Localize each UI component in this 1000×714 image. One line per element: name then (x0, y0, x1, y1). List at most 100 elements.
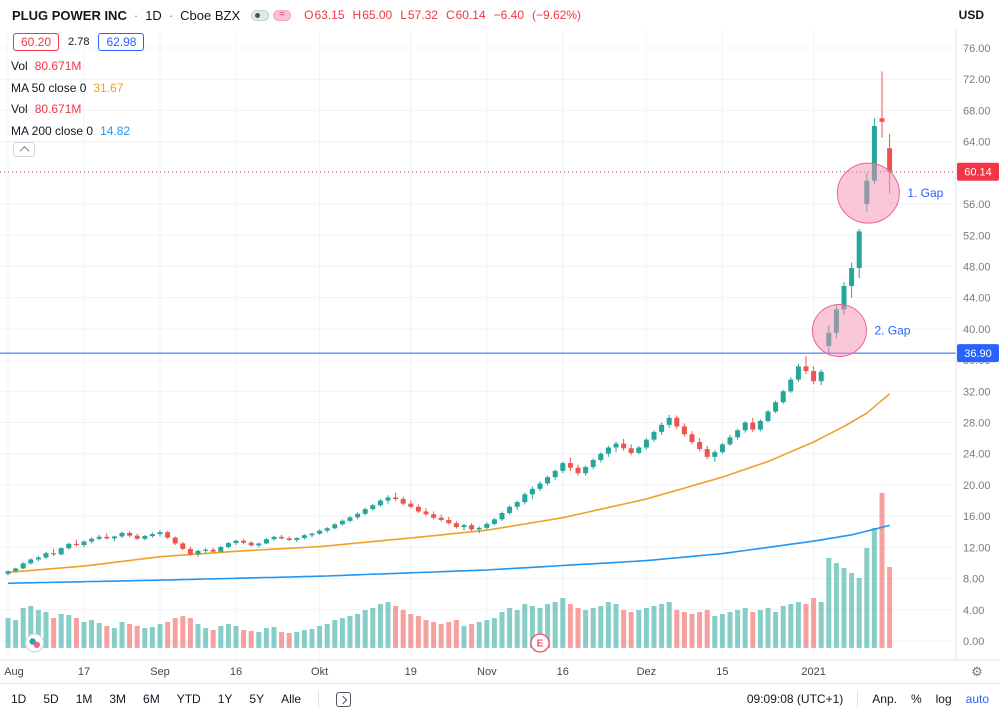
earnings-marker[interactable] (530, 633, 550, 653)
logo-marker[interactable] (24, 633, 45, 653)
x-axis-label: 17 (78, 666, 90, 678)
y-axis-label: 28.00 (963, 418, 991, 430)
x-axis-label: Nov (477, 666, 497, 678)
gap-label[interactable]: 1. Gap (907, 186, 943, 200)
y-axis-label: 44.00 (963, 293, 991, 305)
spread-value: 2.78 (68, 36, 90, 48)
y-axis-label: 4.00 (963, 605, 984, 617)
x-axis-label: 15 (716, 666, 728, 678)
separator: · (168, 7, 174, 23)
chart-header: PLUG POWER INC · 1D · Cboe BZX ≈ O 63.15 … (0, 0, 1000, 30)
legend-label: MA 50 close 0 (11, 80, 87, 95)
last-price-tag (957, 162, 999, 181)
ohlc-values: O 63.15 H 65.00 L 57.32 C 60.14 −6.40 (−9.62… (304, 8, 581, 22)
change-value: −6.40 (493, 8, 525, 22)
legend-row-volume-2[interactable]: Vol 80.671M (11, 99, 130, 121)
y-axis-label: 64.00 (963, 137, 991, 149)
x-axis-label: 2021 (801, 666, 825, 678)
y-axis-label: 24.00 (963, 449, 991, 461)
range-6m[interactable]: 6M (143, 692, 160, 706)
gap-ellipse[interactable] (836, 162, 900, 224)
range-1m[interactable]: 1M (75, 692, 93, 706)
range-5y[interactable]: 5Y (249, 692, 265, 706)
ma-50-line (7, 393, 891, 574)
percent-button[interactable]: % (910, 692, 922, 706)
separator: · (133, 7, 139, 23)
gear-icon[interactable]: ⚙ (971, 664, 983, 679)
legend-row-ma50[interactable]: MA 50 close 0 31.67 (11, 78, 130, 100)
indicator-chip-teal[interactable] (251, 9, 270, 21)
time-range-group: 1D 5D 1M 3M 6M YTD 1Y 5Y Alle (11, 690, 352, 708)
range-ytd[interactable]: YTD (176, 692, 201, 706)
bid-price[interactable]: 60.20 (13, 33, 60, 51)
y-axis-label: 72.00 (963, 74, 991, 86)
range-3m[interactable]: 3M (109, 692, 127, 706)
auto-button[interactable]: auto (965, 692, 989, 706)
dot-icon (255, 12, 261, 18)
open-value: 63.15 (314, 8, 345, 22)
range-alle[interactable]: Alle (281, 692, 302, 706)
open-label: O (304, 8, 314, 22)
low-label: L (400, 8, 407, 22)
gap-ellipse[interactable] (811, 303, 867, 357)
axis-settings-group: 09:09:08 (UTC+1) Anp. % log auto (746, 690, 989, 708)
wave-icon: ≈ (279, 9, 285, 20)
legend-value: 31.67 (93, 80, 124, 95)
ma-200-line (7, 524, 890, 585)
change-percent: (−9.62%) (532, 8, 582, 22)
legend-value: 80.671M (34, 59, 82, 73)
go-to-date-icon[interactable] (336, 691, 352, 707)
divider (857, 690, 859, 708)
y-axis-label: 68.00 (963, 105, 991, 117)
close-label: C (445, 8, 455, 22)
legend-row-volume-1[interactable]: Vol 80.671M (11, 56, 130, 78)
adjust-button[interactable]: Anp. (872, 692, 897, 706)
gridlines (0, 30, 956, 660)
divider (318, 690, 320, 708)
x-axis-label: Dez (637, 666, 657, 678)
quote-row: 60.20 2.78 62.98 (13, 33, 145, 51)
log-button[interactable]: log (935, 692, 952, 706)
high-value: 65.00 (362, 8, 393, 22)
level-price-tag-text: 36.90 (964, 348, 992, 360)
range-1d[interactable]: 1D (11, 692, 27, 706)
chevron-up-icon (19, 145, 29, 156)
bottom-toolbar: 1D 5D 1M 3M 6M YTD 1Y 5Y Alle 09:09:08 (… (0, 683, 1000, 714)
y-axis-label: 76.00 (963, 43, 991, 55)
x-axis-label: Aug (4, 666, 24, 678)
legend-value: 80.671M (34, 102, 82, 116)
legend-value: 14.82 (100, 123, 131, 138)
indicator-legend: Vol 80.671M MA 50 close 0 31.67 Vol 80.671M… (11, 56, 130, 142)
y-axis-label: 52.00 (963, 230, 991, 242)
range-5d[interactable]: 5D (43, 692, 59, 706)
range-1y[interactable]: 1Y (217, 692, 233, 706)
currency-label: USD (958, 8, 984, 22)
indicator-chips: ≈ (251, 9, 292, 21)
interval-value[interactable]: 1D (145, 7, 162, 23)
y-axis-label: 40.00 (963, 324, 991, 336)
y-axis-label: 0.00 (963, 636, 984, 648)
high-label: H (352, 8, 362, 22)
legend-label: MA 200 close 0 (11, 123, 94, 138)
x-axis-label: Okt (311, 666, 328, 678)
clock-time[interactable]: 09:09:08 (UTC+1) (746, 692, 844, 706)
y-axis-label: 12.00 (963, 542, 991, 554)
exchange-name: Cboe BZX (180, 7, 241, 23)
y-axis-label: 20.00 (963, 480, 991, 492)
gap-label[interactable]: 2. Gap (874, 323, 910, 337)
y-axis-label: 56.00 (963, 199, 991, 211)
close-value: 60.14 (455, 8, 486, 22)
symbol-name[interactable]: PLUG POWER INC (12, 7, 127, 23)
ask-price[interactable]: 62.98 (98, 33, 145, 51)
collapse-legend-button[interactable] (13, 142, 35, 157)
indicator-chip-pink[interactable]: ≈ (273, 9, 292, 21)
x-axis-label: 16 (557, 666, 569, 678)
x-axis-label: 16 (230, 666, 242, 678)
legend-row-ma200[interactable]: MA 200 close 0 14.82 (11, 121, 130, 143)
low-value: 57.32 (407, 8, 438, 22)
y-axis-label: 48.00 (963, 261, 991, 273)
y-axis-label: 16.00 (963, 511, 991, 523)
x-axis-label: Sep (150, 666, 170, 678)
